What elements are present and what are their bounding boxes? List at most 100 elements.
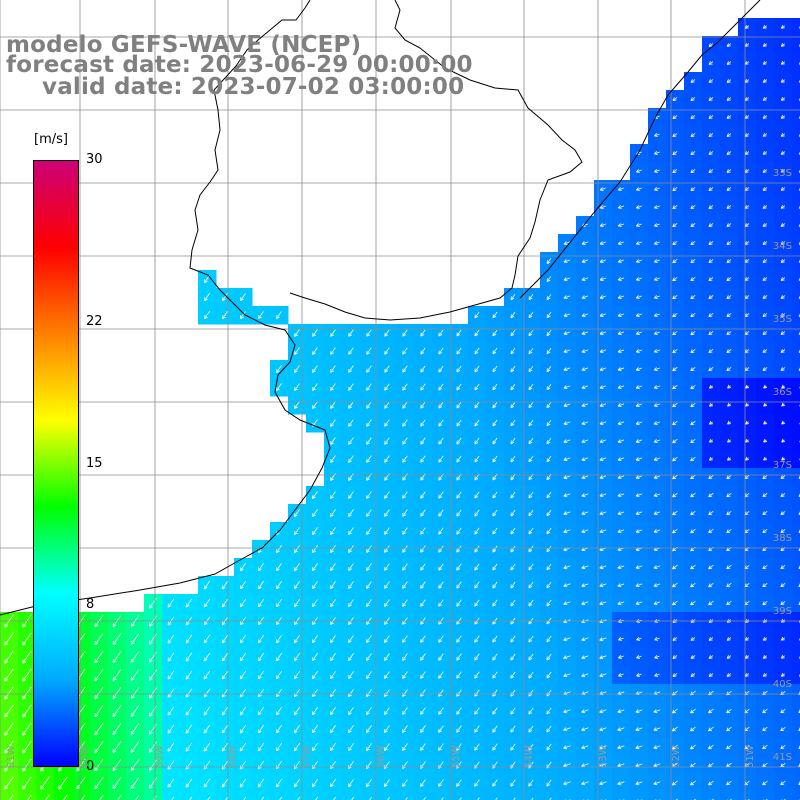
- wind-arrow: [312, 563, 318, 571]
- wind-arrow: [293, 778, 301, 788]
- wind-arrow-head: [563, 783, 568, 786]
- wind-arrow-head: [745, 621, 749, 623]
- wind-arrow-head: [492, 315, 497, 319]
- wind-arrow-head: [617, 709, 621, 713]
- wind-arrow-head: [618, 261, 622, 263]
- wind-arrow: [135, 795, 140, 800]
- wind-arrow-head: [599, 405, 604, 408]
- wind-arrow: [653, 745, 661, 749]
- wind-arrow-head: [690, 189, 695, 191]
- wind-arrow: [510, 455, 516, 463]
- wind-arrow: [690, 97, 696, 101]
- wind-arrow-head: [672, 475, 675, 479]
- wind-arrow-head: [276, 730, 280, 734]
- wind-arrow: [257, 760, 265, 770]
- wind-arrow-head: [726, 79, 729, 83]
- wind-arrow: [495, 797, 498, 800]
- wind-arrow-head: [726, 745, 729, 750]
- wind-arrow-head: [528, 423, 533, 427]
- wind-arrow: [599, 439, 607, 443]
- wind-arrow-head: [599, 601, 603, 605]
- wind-arrow-head: [762, 585, 767, 588]
- wind-arrow-head: [438, 694, 442, 697]
- wind-arrow-head: [348, 352, 352, 355]
- wind-arrow-head: [276, 749, 280, 752]
- wind-arrow-head: [420, 478, 425, 481]
- wind-arrow-head: [781, 153, 785, 155]
- wind-arrow: [780, 511, 786, 515]
- wind-arrow-head: [167, 731, 172, 734]
- wind-arrow-head: [763, 81, 767, 83]
- wind-arrow: [384, 491, 390, 499]
- wind-arrow-head: [762, 475, 765, 479]
- wind-arrow-head: [672, 189, 677, 192]
- wind-arrow-head: [762, 529, 765, 533]
- wind-arrow-head: [708, 117, 713, 119]
- wind-arrow: [672, 744, 678, 750]
- wind-arrow-head: [456, 424, 461, 427]
- colorbar: [33, 160, 79, 767]
- wind-arrow-head: [438, 748, 442, 751]
- wind-arrow-head: [726, 313, 729, 317]
- wind-arrow: [708, 169, 714, 173]
- wind-arrow-head: [635, 727, 639, 731]
- wind-arrow-head: [781, 675, 785, 677]
- speed-cell: [792, 540, 800, 559]
- wind-arrow-head: [762, 297, 767, 299]
- wind-arrow: [492, 311, 498, 319]
- wind-arrow: [599, 313, 607, 317]
- wind-arrow-head: [636, 441, 640, 443]
- wind-arrow: [708, 295, 714, 299]
- wind-arrow-head: [672, 297, 677, 300]
- wind-arrow-head: [599, 403, 603, 407]
- wind-arrow-head: [438, 730, 442, 733]
- wind-arrow-head: [492, 333, 497, 337]
- wind-arrow-head: [635, 565, 639, 569]
- wind-arrow: [456, 563, 462, 571]
- wind-arrow-head: [258, 713, 262, 716]
- wind-arrow: [744, 259, 750, 263]
- wind-arrow-head: [708, 205, 711, 209]
- wind-arrow: [366, 743, 372, 751]
- wind-arrow-head: [726, 493, 729, 497]
- wind-arrow: [420, 689, 426, 697]
- wind-arrow-head: [636, 675, 640, 677]
- wind-arrow-head: [654, 259, 657, 263]
- wind-arrow: [420, 635, 426, 643]
- wind-arrow: [563, 313, 571, 317]
- wind-arrow: [636, 637, 642, 641]
- speed-cell: [792, 450, 800, 469]
- wind-arrow-head: [94, 750, 99, 754]
- wind-arrow-head: [94, 642, 99, 646]
- wind-arrow-head: [763, 207, 767, 209]
- wind-arrow-head: [581, 297, 586, 300]
- wind-arrow-head: [510, 676, 515, 679]
- wind-arrow: [438, 707, 444, 715]
- wind-arrow-head: [780, 729, 785, 732]
- wind-arrow-head: [762, 97, 765, 101]
- wind-arrow-head: [727, 402, 730, 407]
- wind-arrow-head: [726, 243, 731, 245]
- wind-arrow: [672, 169, 678, 173]
- wind-arrow: [22, 632, 32, 646]
- speed-cell: [792, 270, 800, 289]
- wind-arrow-head: [185, 677, 190, 680]
- speed-cell: [792, 378, 800, 397]
- wind-arrow-head: [708, 369, 713, 372]
- wind-arrow: [384, 401, 390, 409]
- wind-arrow: [636, 223, 642, 227]
- wind-arrow-head: [438, 622, 442, 625]
- wind-arrow: [744, 726, 750, 732]
- wind-arrow: [330, 401, 336, 409]
- wind-arrow-head: [599, 565, 603, 569]
- wind-arrow: [474, 635, 480, 643]
- wind-arrow-head: [294, 730, 298, 734]
- wind-arrow: [348, 725, 354, 733]
- wind-arrow: [4, 668, 14, 682]
- wind-arrow: [563, 673, 571, 677]
- wind-arrow-head: [348, 622, 352, 625]
- wind-arrow-head: [456, 784, 460, 787]
- wind-arrow-head: [563, 297, 568, 300]
- speed-cell: [306, 792, 325, 800]
- wind-arrow-head: [456, 478, 461, 481]
